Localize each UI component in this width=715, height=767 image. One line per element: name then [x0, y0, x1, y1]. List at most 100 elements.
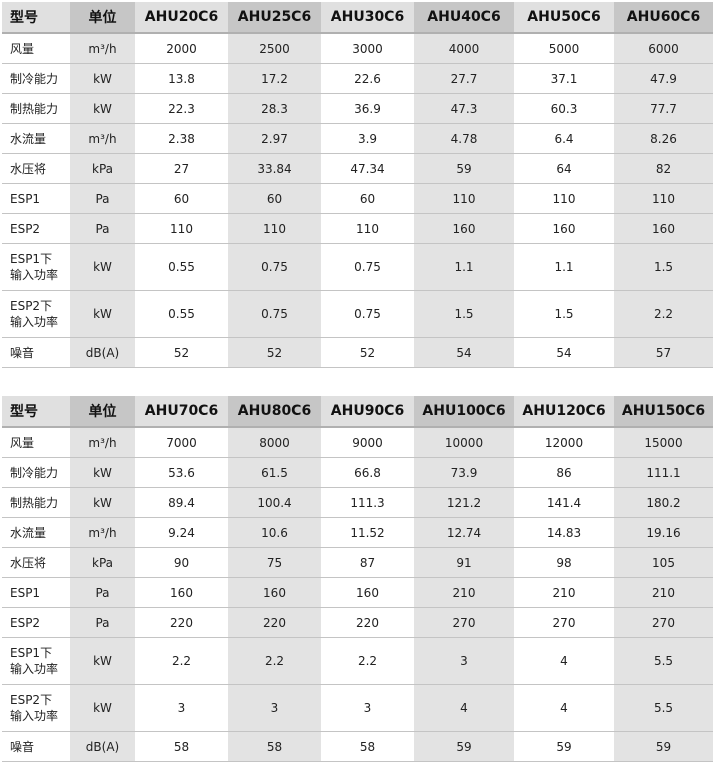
value-cell: 1.1: [514, 243, 614, 291]
header-row: 型号 单位 AHU20C6 AHU25C6 AHU30C6 AHU40C6 AHU50C6 A…: [2, 2, 713, 34]
value-cell: 111.3: [321, 487, 414, 518]
unit-cell: Pa: [70, 607, 135, 638]
unit-cell: kW: [70, 243, 135, 291]
unit-cell: m³/h: [70, 517, 135, 548]
table-row: 制热能力 kW 22.3 28.3 36.9 47.3 60.3 77.7: [2, 93, 713, 124]
value-cell: 86: [514, 457, 614, 488]
value-cell: 210: [514, 577, 614, 608]
value-cell: 8000: [228, 427, 321, 458]
value-cell: 110: [321, 213, 414, 244]
value-cell: 17.2: [228, 63, 321, 94]
table-row: 风量 m³/h 2000 2500 3000 4000 5000 6000: [2, 33, 713, 64]
value-cell: 2.2: [321, 637, 414, 685]
model-column-header: AHU90C6: [321, 396, 414, 428]
value-cell: 54: [514, 337, 614, 368]
table-row: 制冷能力 kW 53.6 61.5 66.8 73.9 86 111.1: [2, 457, 713, 488]
value-cell: 121.2: [414, 487, 514, 518]
value-cell: 27: [135, 153, 228, 184]
unit-cell: m³/h: [70, 123, 135, 154]
value-cell: 60: [321, 183, 414, 214]
value-cell: 3: [321, 684, 414, 732]
value-cell: 9000: [321, 427, 414, 458]
value-cell: 220: [228, 607, 321, 638]
value-cell: 2.2: [135, 637, 228, 685]
model-header: 型号: [2, 2, 70, 34]
value-cell: 11.52: [321, 517, 414, 548]
value-cell: 58: [228, 731, 321, 762]
spec-table-2: 型号 单位 AHU70C6 AHU80C6 AHU90C6 AHU100C6 AHU120C…: [2, 396, 713, 762]
row-label: 制冷能力: [2, 63, 70, 94]
model-column-header: AHU20C6: [135, 2, 228, 34]
value-cell: 58: [135, 731, 228, 762]
row-label: ESP2: [2, 607, 70, 638]
model-column-header: AHU80C6: [228, 396, 321, 428]
value-cell: 160: [514, 213, 614, 244]
value-cell: 105: [614, 547, 713, 578]
spec-table-1: 型号 单位 AHU20C6 AHU25C6 AHU30C6 AHU40C6 AHU50C6 A…: [2, 2, 713, 368]
value-cell: 3: [414, 637, 514, 685]
value-cell: 75: [228, 547, 321, 578]
value-cell: 111.1: [614, 457, 713, 488]
value-cell: 270: [614, 607, 713, 638]
value-cell: 4.78: [414, 123, 514, 154]
value-cell: 220: [135, 607, 228, 638]
unit-header: 单位: [70, 2, 135, 34]
value-cell: 53.6: [135, 457, 228, 488]
value-cell: 210: [414, 577, 514, 608]
value-cell: 98: [514, 547, 614, 578]
value-cell: 52: [135, 337, 228, 368]
table-row: ESP1 Pa 160 160 160 210 210 210: [2, 577, 713, 608]
value-cell: 77.7: [614, 93, 713, 124]
value-cell: 59: [614, 731, 713, 762]
row-label: 制冷能力: [2, 457, 70, 488]
table-row: ESP2 Pa 220 220 220 270 270 270: [2, 607, 713, 638]
table-row: ESP2下 输入功率 kW 3 3 3 4 4 5.5: [2, 684, 713, 732]
value-cell: 110: [135, 213, 228, 244]
value-cell: 4: [514, 684, 614, 732]
row-label: ESP1: [2, 183, 70, 214]
value-cell: 4: [414, 684, 514, 732]
value-cell: 47.34: [321, 153, 414, 184]
value-cell: 89.4: [135, 487, 228, 518]
value-cell: 22.3: [135, 93, 228, 124]
header-row: 型号 单位 AHU70C6 AHU80C6 AHU90C6 AHU100C6 AHU120C…: [2, 396, 713, 428]
value-cell: 57: [614, 337, 713, 368]
value-cell: 73.9: [414, 457, 514, 488]
value-cell: 0.55: [135, 290, 228, 338]
model-column-header: AHU150C6: [614, 396, 713, 428]
value-cell: 141.4: [514, 487, 614, 518]
value-cell: 14.83: [514, 517, 614, 548]
value-cell: 160: [228, 577, 321, 608]
value-cell: 33.84: [228, 153, 321, 184]
unit-cell: kW: [70, 637, 135, 685]
value-cell: 15000: [614, 427, 713, 458]
unit-cell: kW: [70, 93, 135, 124]
value-cell: 2500: [228, 33, 321, 64]
value-cell: 27.7: [414, 63, 514, 94]
value-cell: 47.3: [414, 93, 514, 124]
value-cell: 110: [514, 183, 614, 214]
value-cell: 2.38: [135, 123, 228, 154]
value-cell: 2.97: [228, 123, 321, 154]
value-cell: 22.6: [321, 63, 414, 94]
value-cell: 160: [414, 213, 514, 244]
value-cell: 90: [135, 547, 228, 578]
row-label: 水流量: [2, 123, 70, 154]
table-row: 水流量 m³/h 2.38 2.97 3.9 4.78 6.4 8.26: [2, 123, 713, 154]
table-row: ESP1下 输入功率 kW 0.55 0.75 0.75 1.1 1.1 1.5: [2, 243, 713, 291]
value-cell: 91: [414, 547, 514, 578]
value-cell: 6.4: [514, 123, 614, 154]
value-cell: 66.8: [321, 457, 414, 488]
value-cell: 28.3: [228, 93, 321, 124]
row-label: 风量: [2, 427, 70, 458]
value-cell: 59: [414, 153, 514, 184]
unit-header: 单位: [70, 396, 135, 428]
unit-cell: Pa: [70, 213, 135, 244]
model-column-header: AHU120C6: [514, 396, 614, 428]
table-row: ESP1 Pa 60 60 60 110 110 110: [2, 183, 713, 214]
row-label: ESP1下 输入功率: [2, 637, 70, 685]
value-cell: 8.26: [614, 123, 713, 154]
table-row: 制热能力 kW 89.4 100.4 111.3 121.2 141.4 180.2: [2, 487, 713, 518]
value-cell: 3000: [321, 33, 414, 64]
value-cell: 160: [135, 577, 228, 608]
